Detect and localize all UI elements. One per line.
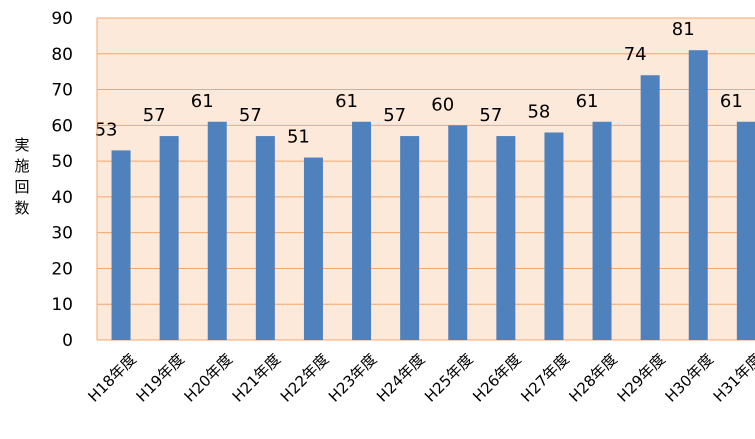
- x-tick-label: H28年度: [565, 350, 620, 405]
- y-axis-label-char: 回: [14, 178, 29, 196]
- bar-H31年度: [736, 121, 755, 340]
- y-tick-label: 30: [51, 224, 73, 244]
- x-tick-label: H18年度: [84, 350, 139, 405]
- y-axis: 0 10 20 30 40 50 60 70 80 90: [51, 9, 98, 351]
- x-tick-label: H25年度: [421, 350, 476, 405]
- y-tick-label: 80: [51, 45, 73, 65]
- x-tick-label: H23年度: [325, 350, 380, 405]
- bar-H23年度: [352, 121, 372, 340]
- bar-H19年度: [159, 136, 179, 340]
- data-label: 51: [287, 127, 310, 148]
- y-tick-label: 70: [51, 81, 73, 101]
- data-label: 60: [431, 94, 454, 115]
- bar-H22年度: [303, 157, 323, 340]
- x-tick-label: H27年度: [517, 350, 572, 405]
- x-tick-label: H21年度: [229, 350, 284, 405]
- data-label: 61: [720, 91, 743, 112]
- y-axis-label-char: 数: [14, 199, 29, 217]
- x-tick-label: H22年度: [277, 350, 332, 405]
- x-tick-label: H31年度: [710, 350, 755, 405]
- y-axis-label-char: 施: [14, 157, 29, 175]
- bar-H21年度: [255, 136, 275, 340]
- y-axis-label: 実施回数: [14, 136, 29, 217]
- x-tick-label: H19年度: [133, 350, 188, 405]
- data-labels: 53 57 61 57 51 61 57 60 57 58 61 74 81 61: [95, 19, 743, 147]
- bar-H20年度: [207, 121, 227, 340]
- bar-H27年度: [544, 132, 564, 340]
- data-label: 57: [143, 105, 166, 126]
- bar-H28年度: [592, 121, 612, 340]
- y-axis-label-char: 実: [14, 136, 29, 154]
- bar-H24年度: [400, 136, 420, 340]
- x-tick-label: H20年度: [181, 350, 236, 405]
- y-tick-label: 90: [51, 9, 73, 29]
- bars: [111, 50, 755, 340]
- data-label: 61: [576, 91, 599, 112]
- x-tick-label: H29年度: [614, 350, 669, 405]
- data-label: 58: [527, 101, 550, 122]
- x-axis: H18年度H19年度H20年度H21年度H22年度H23年度H24年度H25年度…: [84, 350, 755, 405]
- bar-H18年度: [111, 150, 131, 340]
- bar-H25年度: [448, 125, 468, 340]
- data-label: 53: [95, 119, 118, 140]
- bar-H30年度: [688, 50, 708, 340]
- data-label: 81: [672, 19, 695, 40]
- data-label: 57: [479, 105, 502, 126]
- x-tick-label: H30年度: [662, 350, 717, 405]
- data-label: 57: [239, 105, 262, 126]
- data-label: 61: [335, 91, 358, 112]
- y-tick-label: 40: [51, 188, 73, 208]
- data-label: 61: [191, 91, 214, 112]
- y-tick-label: 60: [51, 116, 73, 136]
- y-tick-label: 0: [62, 331, 73, 351]
- bar-H29年度: [640, 75, 660, 340]
- y-tick-label: 20: [51, 259, 73, 279]
- bar-H26年度: [496, 136, 516, 340]
- x-tick-label: H26年度: [469, 350, 524, 405]
- x-tick-label: H24年度: [373, 350, 428, 405]
- y-tick-label: 10: [51, 295, 73, 315]
- data-label: 74: [624, 44, 647, 65]
- data-label: 57: [383, 105, 406, 126]
- y-tick-label: 50: [51, 152, 73, 172]
